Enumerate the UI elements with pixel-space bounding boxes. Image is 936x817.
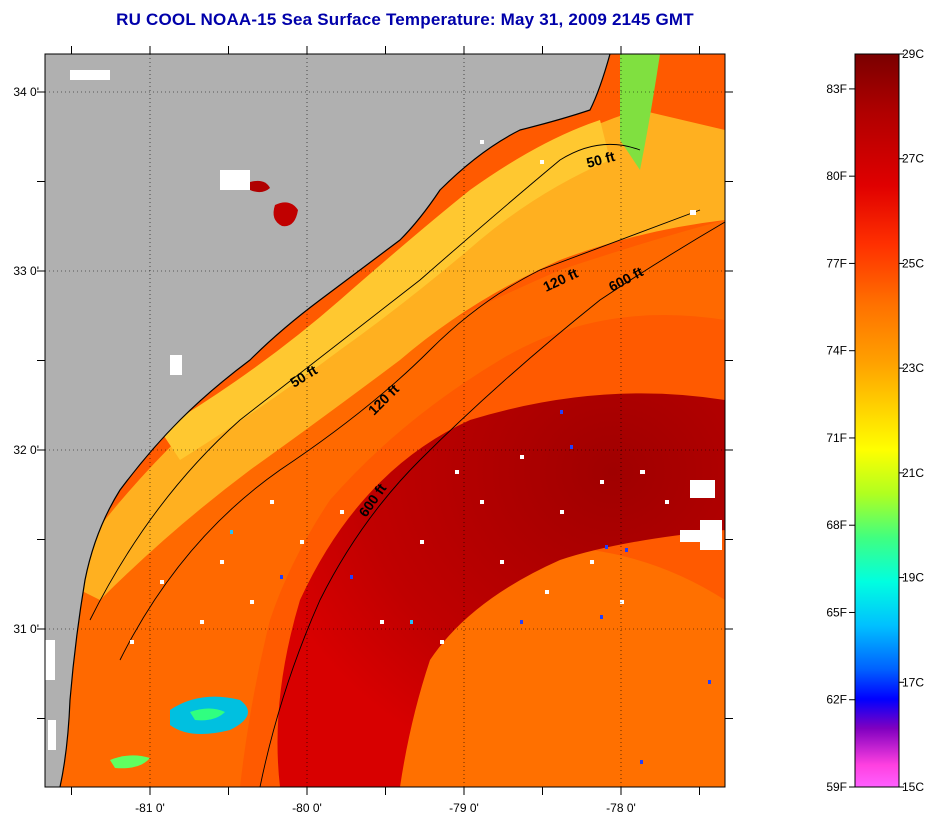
nearshore-cooler-band	[160, 120, 610, 460]
contour-label-50ft-north: 50 ft	[585, 148, 617, 171]
f-label: 71F	[826, 431, 847, 445]
isobath-600ft	[259, 221, 725, 787]
c-label: 25C	[902, 256, 924, 270]
lat-label: 31 0'	[13, 622, 39, 636]
cloud-mask-pixels	[45, 70, 722, 750]
c-label: 23C	[902, 361, 924, 375]
gulf-stream-warm-core	[277, 393, 725, 787]
isobath-120ft	[119, 209, 701, 661]
scattered-pixels	[230, 410, 711, 764]
axis-ticks	[37, 46, 733, 795]
graticule	[45, 54, 725, 787]
map-area	[45, 54, 725, 787]
lon-label: -78 0'	[606, 801, 636, 815]
f-label: 59F	[826, 780, 847, 794]
lon-label: -81 0'	[135, 801, 165, 815]
c-label: 27C	[902, 152, 924, 166]
c-label: 21C	[902, 466, 924, 480]
f-label: 62F	[826, 693, 847, 707]
lon-label: -79 0'	[449, 801, 479, 815]
shelf-water	[45, 220, 725, 787]
c-label: 19C	[902, 571, 924, 585]
lat-label: 33 0'	[13, 264, 39, 278]
latitude-labels: 34 0' 33 0' 32 0' 31 0'	[13, 85, 39, 636]
longitude-labels: -81 0' -80 0' -79 0' -78 0'	[135, 801, 636, 815]
c-label: 29C	[902, 47, 924, 61]
f-label: 77F	[826, 256, 847, 270]
f-label: 65F	[826, 605, 847, 619]
f-label: 80F	[826, 169, 847, 183]
coastal-green-strip	[620, 54, 660, 170]
f-label: 83F	[826, 82, 847, 96]
colorbar	[854, 53, 900, 788]
land-mass	[45, 54, 610, 787]
colorbar-fahrenheit-labels: 83F 80F 77F 74F 71F 68F 65F 62F 59F	[826, 82, 847, 794]
f-label: 68F	[826, 518, 847, 532]
isobath-50ft	[89, 143, 641, 621]
lat-label: 32 0'	[13, 443, 39, 457]
c-label: 15C	[902, 780, 924, 794]
f-label: 74F	[826, 344, 847, 358]
cold-patch-south	[110, 755, 150, 769]
c-label: 17C	[902, 675, 924, 689]
lake-marion	[250, 180, 270, 193]
nearshore-cool-band	[60, 110, 725, 600]
coastline	[59, 54, 611, 787]
cold-patch-center	[190, 708, 225, 721]
lake-moultrie	[273, 202, 298, 227]
colorbar-celsius-labels: 29C 27C 25C 23C 21C 19C 17C 15C	[902, 47, 924, 794]
lat-label: 34 0'	[13, 85, 39, 99]
lon-label: -80 0'	[292, 801, 322, 815]
colorbar-ticks	[849, 53, 904, 788]
map-title: RU COOL NOAA-15 Sea Surface Temperature:…	[116, 10, 694, 29]
